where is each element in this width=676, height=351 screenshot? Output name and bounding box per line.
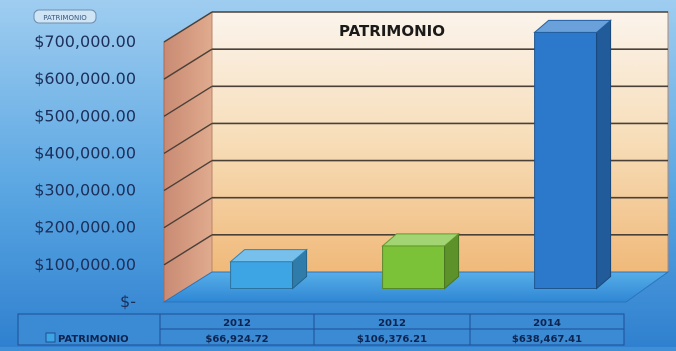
bar-top (533, 19, 612, 33)
y-tick-label: $200,000.00 (34, 218, 136, 237)
bar-top (381, 233, 460, 247)
bar-3 (533, 19, 612, 290)
y-tick-label: $100,000.00 (34, 255, 136, 274)
y-tick-label: $500,000.00 (34, 106, 136, 125)
corner-label-box (33, 9, 97, 24)
data-label: $106,376.21 (357, 334, 427, 345)
table-row-label: PATRIMONIO (58, 334, 129, 345)
gridline-side (163, 234, 213, 266)
side-wall (163, 11, 213, 303)
data-label: $66,924.72 (205, 334, 268, 345)
bar-front (230, 261, 294, 289)
data-label: $638,467.41 (512, 334, 582, 345)
bar-1 (229, 248, 308, 290)
gridline-side (163, 122, 213, 155)
bar-front (382, 245, 446, 289)
x-category-label: 2012 (223, 318, 251, 329)
gridline-side (163, 85, 213, 117)
x-category-label: 2012 (378, 318, 406, 329)
y-tick-label: $600,000.00 (34, 69, 136, 88)
y-tick-label: $- (120, 292, 136, 311)
x-category-label: 2014 (533, 318, 561, 329)
bar-front (534, 31, 598, 289)
corner-label: PATRIMONIO (43, 14, 87, 22)
y-tick-label: $400,000.00 (34, 143, 136, 162)
bar-2 (381, 232, 460, 290)
gridline-side (163, 197, 213, 229)
gridline-side (163, 48, 213, 80)
gridline-side (163, 11, 213, 43)
gridline-side (163, 159, 213, 192)
bar-top (229, 249, 308, 263)
legend-key (45, 332, 56, 343)
bar-side (596, 19, 612, 290)
y-tick-label: $700,000.00 (34, 32, 136, 51)
y-tick-label: $300,000.00 (34, 181, 136, 200)
chart-title: PATRIMONIO (339, 22, 445, 40)
